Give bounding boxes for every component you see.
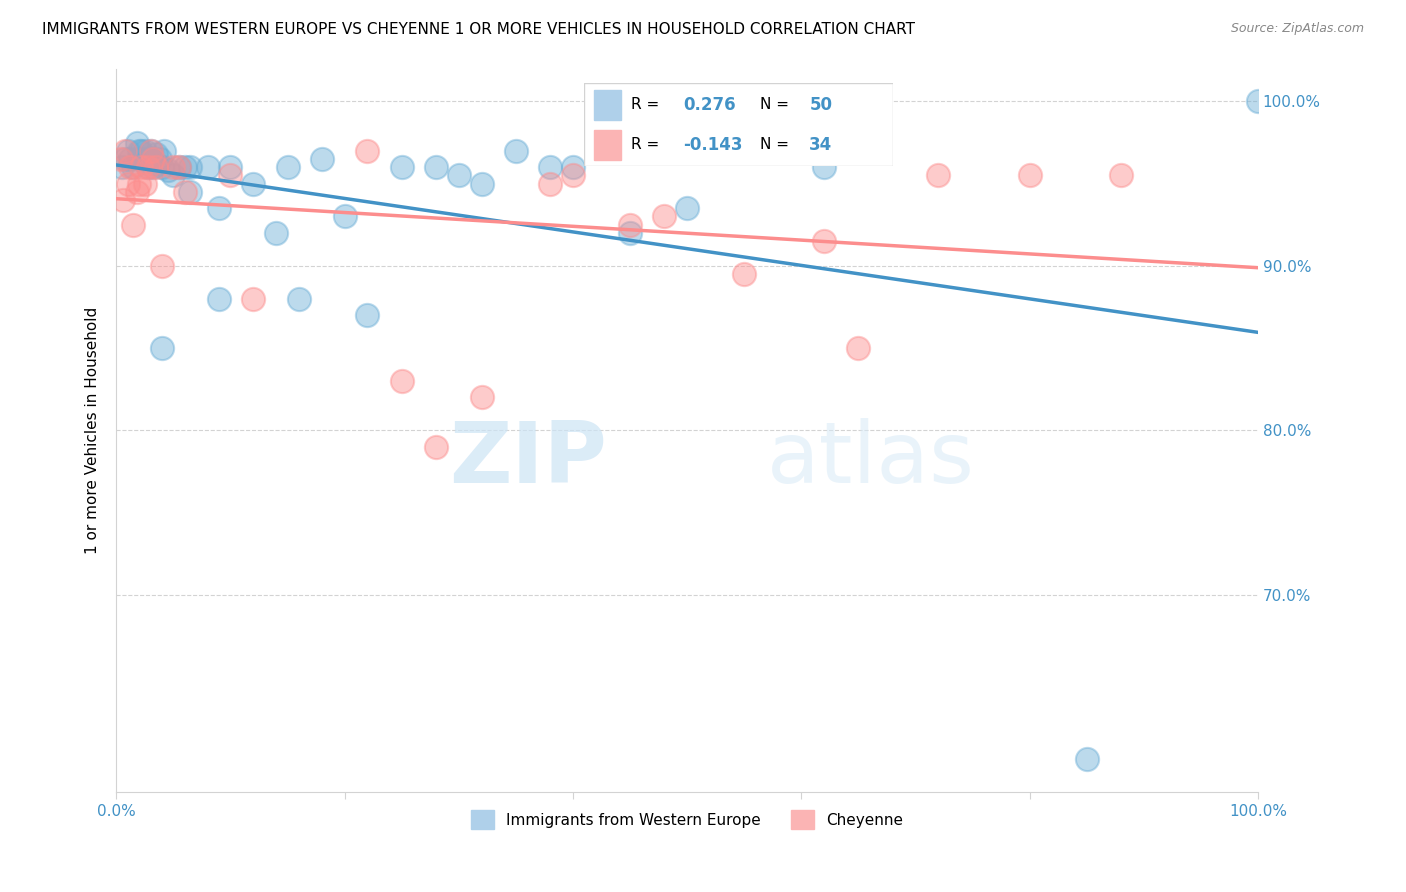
Point [167, 160, 190, 174]
Point [425, 160, 447, 174]
Point [813, 234, 835, 248]
Point [391, 160, 413, 174]
Point [136, 160, 159, 174]
Point [1018, 169, 1040, 183]
Point [128, 177, 150, 191]
Point [117, 177, 139, 191]
Point [538, 177, 561, 191]
Point [264, 226, 287, 240]
Point [391, 374, 413, 388]
Point [134, 152, 156, 166]
Point [846, 341, 869, 355]
Point [619, 218, 641, 232]
Point [538, 160, 561, 174]
Point [118, 152, 141, 166]
Y-axis label: 1 or more Vehicles in Household: 1 or more Vehicles in Household [86, 307, 100, 554]
Point [145, 160, 167, 174]
Text: ZIP: ZIP [450, 417, 607, 500]
Point [173, 185, 195, 199]
Point [122, 218, 145, 232]
Point [356, 144, 378, 158]
Point [112, 193, 135, 207]
Point [179, 160, 201, 174]
Point [150, 160, 173, 174]
Point [1247, 95, 1270, 109]
Point [288, 292, 311, 306]
Point [117, 144, 139, 158]
Point [150, 341, 173, 355]
Point [156, 163, 179, 178]
Point [173, 160, 195, 174]
Point [676, 201, 699, 215]
Point [145, 157, 167, 171]
Point [153, 144, 176, 158]
Point [149, 152, 172, 166]
Point [447, 169, 470, 183]
Point [733, 267, 755, 281]
Point [813, 160, 835, 174]
Point [136, 160, 159, 174]
Text: atlas: atlas [766, 417, 974, 500]
Point [131, 144, 153, 158]
Point [471, 177, 494, 191]
Point [128, 152, 150, 166]
Point [111, 160, 134, 174]
Point [927, 169, 949, 183]
Point [219, 169, 242, 183]
Point [208, 292, 231, 306]
Point [561, 169, 583, 183]
Point [242, 292, 264, 306]
Point [118, 160, 141, 174]
Point [167, 160, 190, 174]
Point [139, 144, 162, 158]
Point [142, 152, 165, 166]
Point [333, 210, 356, 224]
Point [471, 390, 494, 404]
Point [145, 147, 167, 161]
Point [219, 160, 242, 174]
Point [425, 440, 447, 454]
Point [505, 144, 527, 158]
Point [139, 144, 162, 158]
Point [276, 160, 298, 174]
Point [128, 144, 150, 158]
Point [150, 259, 173, 273]
Point [134, 177, 156, 191]
Point [652, 210, 675, 224]
Point [179, 185, 201, 199]
Point [142, 160, 165, 174]
Point [125, 136, 148, 150]
Point [197, 160, 219, 174]
Point [619, 226, 641, 240]
Point [1076, 752, 1098, 766]
Point [139, 152, 162, 166]
Point [134, 144, 156, 158]
Point [356, 308, 378, 322]
Text: IMMIGRANTS FROM WESTERN EUROPE VS CHEYENNE 1 OR MORE VEHICLES IN HOUSEHOLD CORRE: IMMIGRANTS FROM WESTERN EUROPE VS CHEYEN… [42, 22, 915, 37]
Point [311, 152, 333, 166]
Point [162, 169, 184, 183]
Text: Source: ZipAtlas.com: Source: ZipAtlas.com [1230, 22, 1364, 36]
Point [208, 201, 231, 215]
Point [561, 160, 583, 174]
Point [1109, 169, 1132, 183]
Point [125, 185, 148, 199]
Point [162, 160, 184, 174]
Point [242, 177, 264, 191]
Point [131, 160, 153, 174]
Point [114, 152, 136, 166]
Point [114, 144, 136, 158]
Point [122, 160, 145, 174]
Legend: Immigrants from Western Europe, Cheyenne: Immigrants from Western Europe, Cheyenne [464, 804, 910, 835]
Point [110, 152, 132, 166]
